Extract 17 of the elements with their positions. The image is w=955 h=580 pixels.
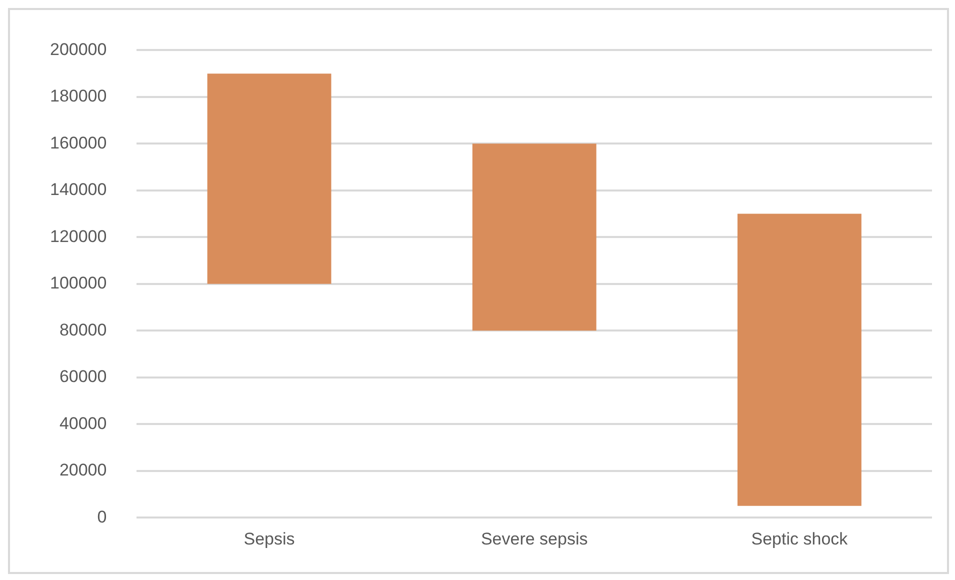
y-tick-label: 160000 xyxy=(50,133,107,152)
bar xyxy=(207,74,332,284)
y-tick-label: 200000 xyxy=(50,40,107,59)
bar xyxy=(472,144,596,331)
bar xyxy=(737,214,862,506)
x-tick-label: Sepsis xyxy=(244,529,295,548)
x-tick-label: Severe sepsis xyxy=(480,529,588,548)
y-tick-label: 180000 xyxy=(50,86,107,106)
y-tick-label: 20000 xyxy=(59,460,107,480)
y-tick-label: 0 xyxy=(97,507,107,526)
y-tick-label: 60000 xyxy=(59,367,107,386)
y-tick-label: 40000 xyxy=(59,414,107,433)
y-tick-label: 140000 xyxy=(50,180,107,200)
y-tick-label: 100000 xyxy=(50,274,107,293)
y-tick-label: 120000 xyxy=(50,226,107,246)
x-tick-label: Septic shock xyxy=(751,529,848,548)
y-tick-label: 80000 xyxy=(59,320,107,340)
